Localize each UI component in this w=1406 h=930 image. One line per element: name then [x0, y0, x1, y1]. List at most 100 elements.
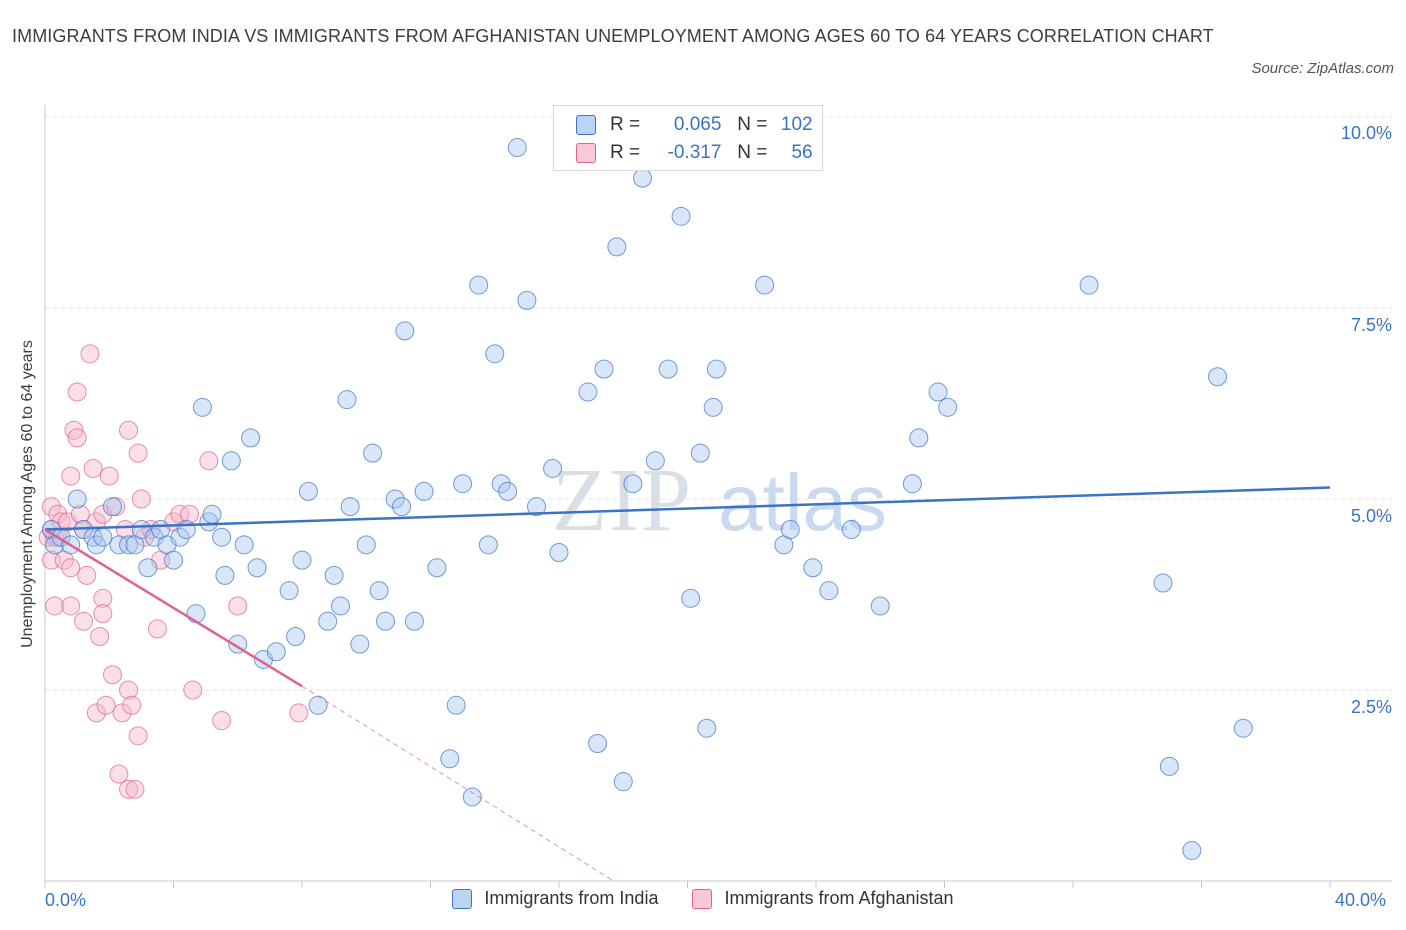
n-value-india: 102 [780, 114, 813, 135]
india-point [324, 565, 344, 585]
india-point [588, 733, 608, 753]
india-point [363, 443, 383, 463]
india-point [298, 481, 318, 501]
india-point [440, 749, 460, 769]
india-point [350, 634, 370, 654]
india-point [385, 489, 405, 509]
india-point [392, 497, 412, 517]
chart-title: IMMIGRANTS FROM INDIA VS IMMIGRANTS FROM… [12, 26, 1214, 46]
india-point [176, 520, 196, 540]
afghanistan-points [38, 344, 309, 799]
india-point [819, 581, 839, 601]
india-point [215, 565, 235, 585]
india-point [909, 428, 929, 448]
india-point [703, 397, 723, 417]
r-label: R = [610, 114, 641, 135]
india-point [453, 474, 473, 494]
india-point [414, 481, 434, 501]
afghanistan-swatch [576, 143, 596, 163]
afghanistan-point [41, 497, 61, 517]
india-point [221, 451, 241, 471]
afghanistan-point [119, 420, 139, 440]
afghanistan-legend-swatch [692, 888, 713, 909]
india-point [286, 627, 306, 647]
india-point [498, 481, 518, 501]
afghanistan-point [51, 512, 71, 532]
afghanistan-point [67, 382, 87, 402]
india-point [462, 787, 482, 807]
afghanistan-point [147, 619, 167, 639]
india-point [138, 558, 158, 578]
y-tick-10-0: 10.0% [1340, 123, 1392, 143]
india-point [1233, 718, 1253, 738]
india-point [681, 588, 701, 608]
india-point [102, 497, 122, 517]
n-label: N = [737, 142, 768, 163]
y-tick-5-0: 5.0% [1350, 506, 1392, 526]
india-point [485, 344, 505, 364]
source-label: Source: ZipAtlas.com [1251, 60, 1394, 77]
afghanistan-point [61, 558, 81, 578]
afghanistan-point [77, 565, 97, 585]
india-point [613, 772, 633, 792]
stats-legend: R = 0.065 N = 102 R = -0.317 N = 56 [553, 105, 823, 171]
india-point [199, 512, 219, 532]
y-tick-7-5: 7.5% [1350, 315, 1392, 335]
afghanistan-point [90, 627, 110, 647]
india-point [247, 558, 267, 578]
afghanistan-point [119, 680, 139, 700]
x-tick-min: 0.0% [45, 890, 87, 910]
india-point [645, 451, 665, 471]
afghanistan-point [212, 711, 232, 731]
india-point [623, 474, 643, 494]
india-point [376, 611, 396, 631]
india-point [86, 535, 106, 555]
india-point [340, 497, 360, 517]
afghanistan-point [93, 604, 113, 624]
india-point [1079, 275, 1099, 295]
india-point [870, 596, 890, 616]
afghanistan-point [80, 344, 100, 364]
stats-row-afghanistan: R = -0.317 N = 56 [576, 140, 813, 166]
india-point [266, 642, 286, 662]
legend-item-afghanistan[interactable]: Immigrants from Afghanistan [692, 888, 954, 909]
india-point [170, 527, 190, 547]
afghanistan-point [102, 665, 122, 685]
afghanistan-point [112, 703, 132, 723]
india-point [478, 535, 498, 555]
india-point [755, 275, 775, 295]
afghanistan-point [128, 443, 148, 463]
india-point [658, 359, 678, 379]
india-point [202, 504, 222, 524]
india-point [279, 581, 299, 601]
gridlines [45, 116, 1392, 691]
india-point [491, 474, 511, 494]
legend-item-india[interactable]: Immigrants from India [452, 888, 658, 909]
afghanistan-point [67, 428, 87, 448]
india-trend-line [44, 486, 1331, 531]
afghanistan-point [119, 779, 139, 799]
india-point [1208, 367, 1228, 387]
india-swatch [576, 115, 596, 135]
india-point [469, 275, 489, 295]
india-point [427, 558, 447, 578]
india-point [404, 611, 424, 631]
r-value-india: 0.065 [673, 114, 722, 135]
india-point [549, 542, 569, 562]
india-point [928, 382, 948, 402]
india-point [690, 443, 710, 463]
y-tick-2-5: 2.5% [1350, 697, 1392, 717]
india-point [241, 428, 261, 448]
india-point [938, 397, 958, 417]
india-point [308, 695, 328, 715]
india-point [543, 458, 563, 478]
india-point [119, 535, 139, 555]
r-label: R = [610, 142, 641, 163]
india-point [186, 604, 206, 624]
india-point [318, 611, 338, 631]
legend-label-india: Immigrants from India [484, 888, 659, 908]
afghanistan-point [122, 695, 142, 715]
india-point [337, 390, 357, 410]
afghanistan-trend-line [44, 528, 303, 688]
